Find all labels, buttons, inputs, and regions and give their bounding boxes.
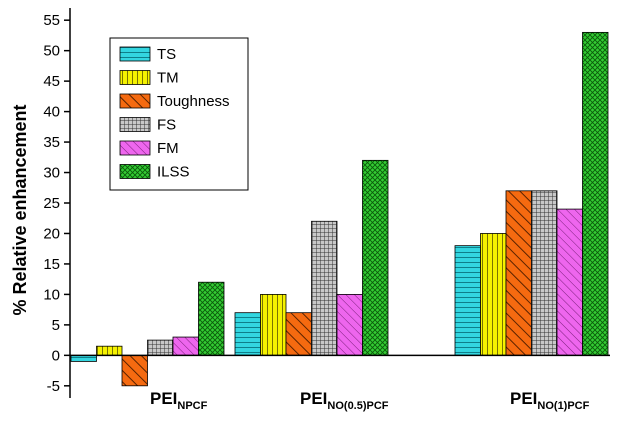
bar-fs-3 — [531, 190, 558, 356]
bar-toughness-1 — [121, 354, 148, 387]
bar-toughness-2 — [285, 312, 312, 356]
y-tick-label: 40 — [43, 104, 60, 121]
legend-label-toughness: Toughness — [157, 93, 230, 110]
y-tick-label: 10 — [43, 286, 60, 303]
y-tick-label: 35 — [43, 134, 60, 151]
bar-fs-1 — [147, 339, 174, 356]
bar-ts-3 — [454, 245, 481, 356]
y-tick-label: 50 — [43, 43, 60, 60]
bar-toughness-3 — [505, 190, 532, 356]
bar-ts-2 — [234, 312, 261, 356]
bar-ilss-1 — [198, 281, 225, 356]
y-axis-ticks: -5 0 5 10 15 20 25 30 35 40 45 50 55 — [43, 12, 70, 395]
category-label: PEINO(0.5)PCF — [300, 389, 389, 412]
y-tick-label: 25 — [43, 195, 60, 212]
y-tick-label: -5 — [47, 378, 60, 395]
bar-tm-1 — [96, 345, 123, 356]
y-tick-label: 20 — [43, 225, 60, 242]
bar-fs-2 — [311, 220, 338, 356]
bar-ilss-3 — [582, 31, 609, 356]
legend-label-ilss: ILSS — [157, 164, 190, 181]
y-tick-label: 45 — [43, 73, 60, 90]
y-tick-label: 15 — [43, 256, 60, 273]
legend: TS TM Toughness FS FM ILSS — [109, 37, 249, 191]
bar-tm-3 — [480, 233, 507, 356]
bar-fm-2 — [336, 294, 363, 356]
bar-tm-2 — [260, 294, 287, 356]
legend-swatch-fs — [119, 117, 151, 132]
bar-fm-1 — [172, 336, 199, 356]
legend-swatch-toughness — [119, 93, 151, 109]
y-tick-label: 0 — [52, 347, 60, 364]
legend-swatch-ilss — [119, 164, 151, 179]
y-tick-label: 55 — [43, 12, 60, 29]
legend-swatch-fm — [119, 140, 151, 156]
category-labels: PEINPCF PEINO(0.5)PCF PEINO(1)PCF — [150, 389, 590, 412]
legend-label-tm: TM — [157, 70, 179, 87]
legend-label-fm: FM — [157, 140, 179, 157]
bar-ts-1 — [70, 354, 97, 362]
legend-swatch-ts — [119, 46, 151, 62]
legend-label-fs: FS — [157, 117, 176, 134]
category-label: PEINPCF — [150, 389, 208, 412]
y-tick-label: 30 — [43, 165, 60, 182]
y-tick-label: 5 — [52, 317, 60, 334]
legend-swatch-tm — [119, 70, 151, 85]
bar-fm-3 — [556, 208, 583, 356]
bars — [70, 31, 609, 387]
bar-ilss-2 — [362, 159, 389, 356]
y-axis-title: % Relative enhancement — [10, 104, 30, 315]
category-label: PEINO(1)PCF — [510, 389, 590, 412]
legend-label-ts: TS — [157, 46, 176, 63]
